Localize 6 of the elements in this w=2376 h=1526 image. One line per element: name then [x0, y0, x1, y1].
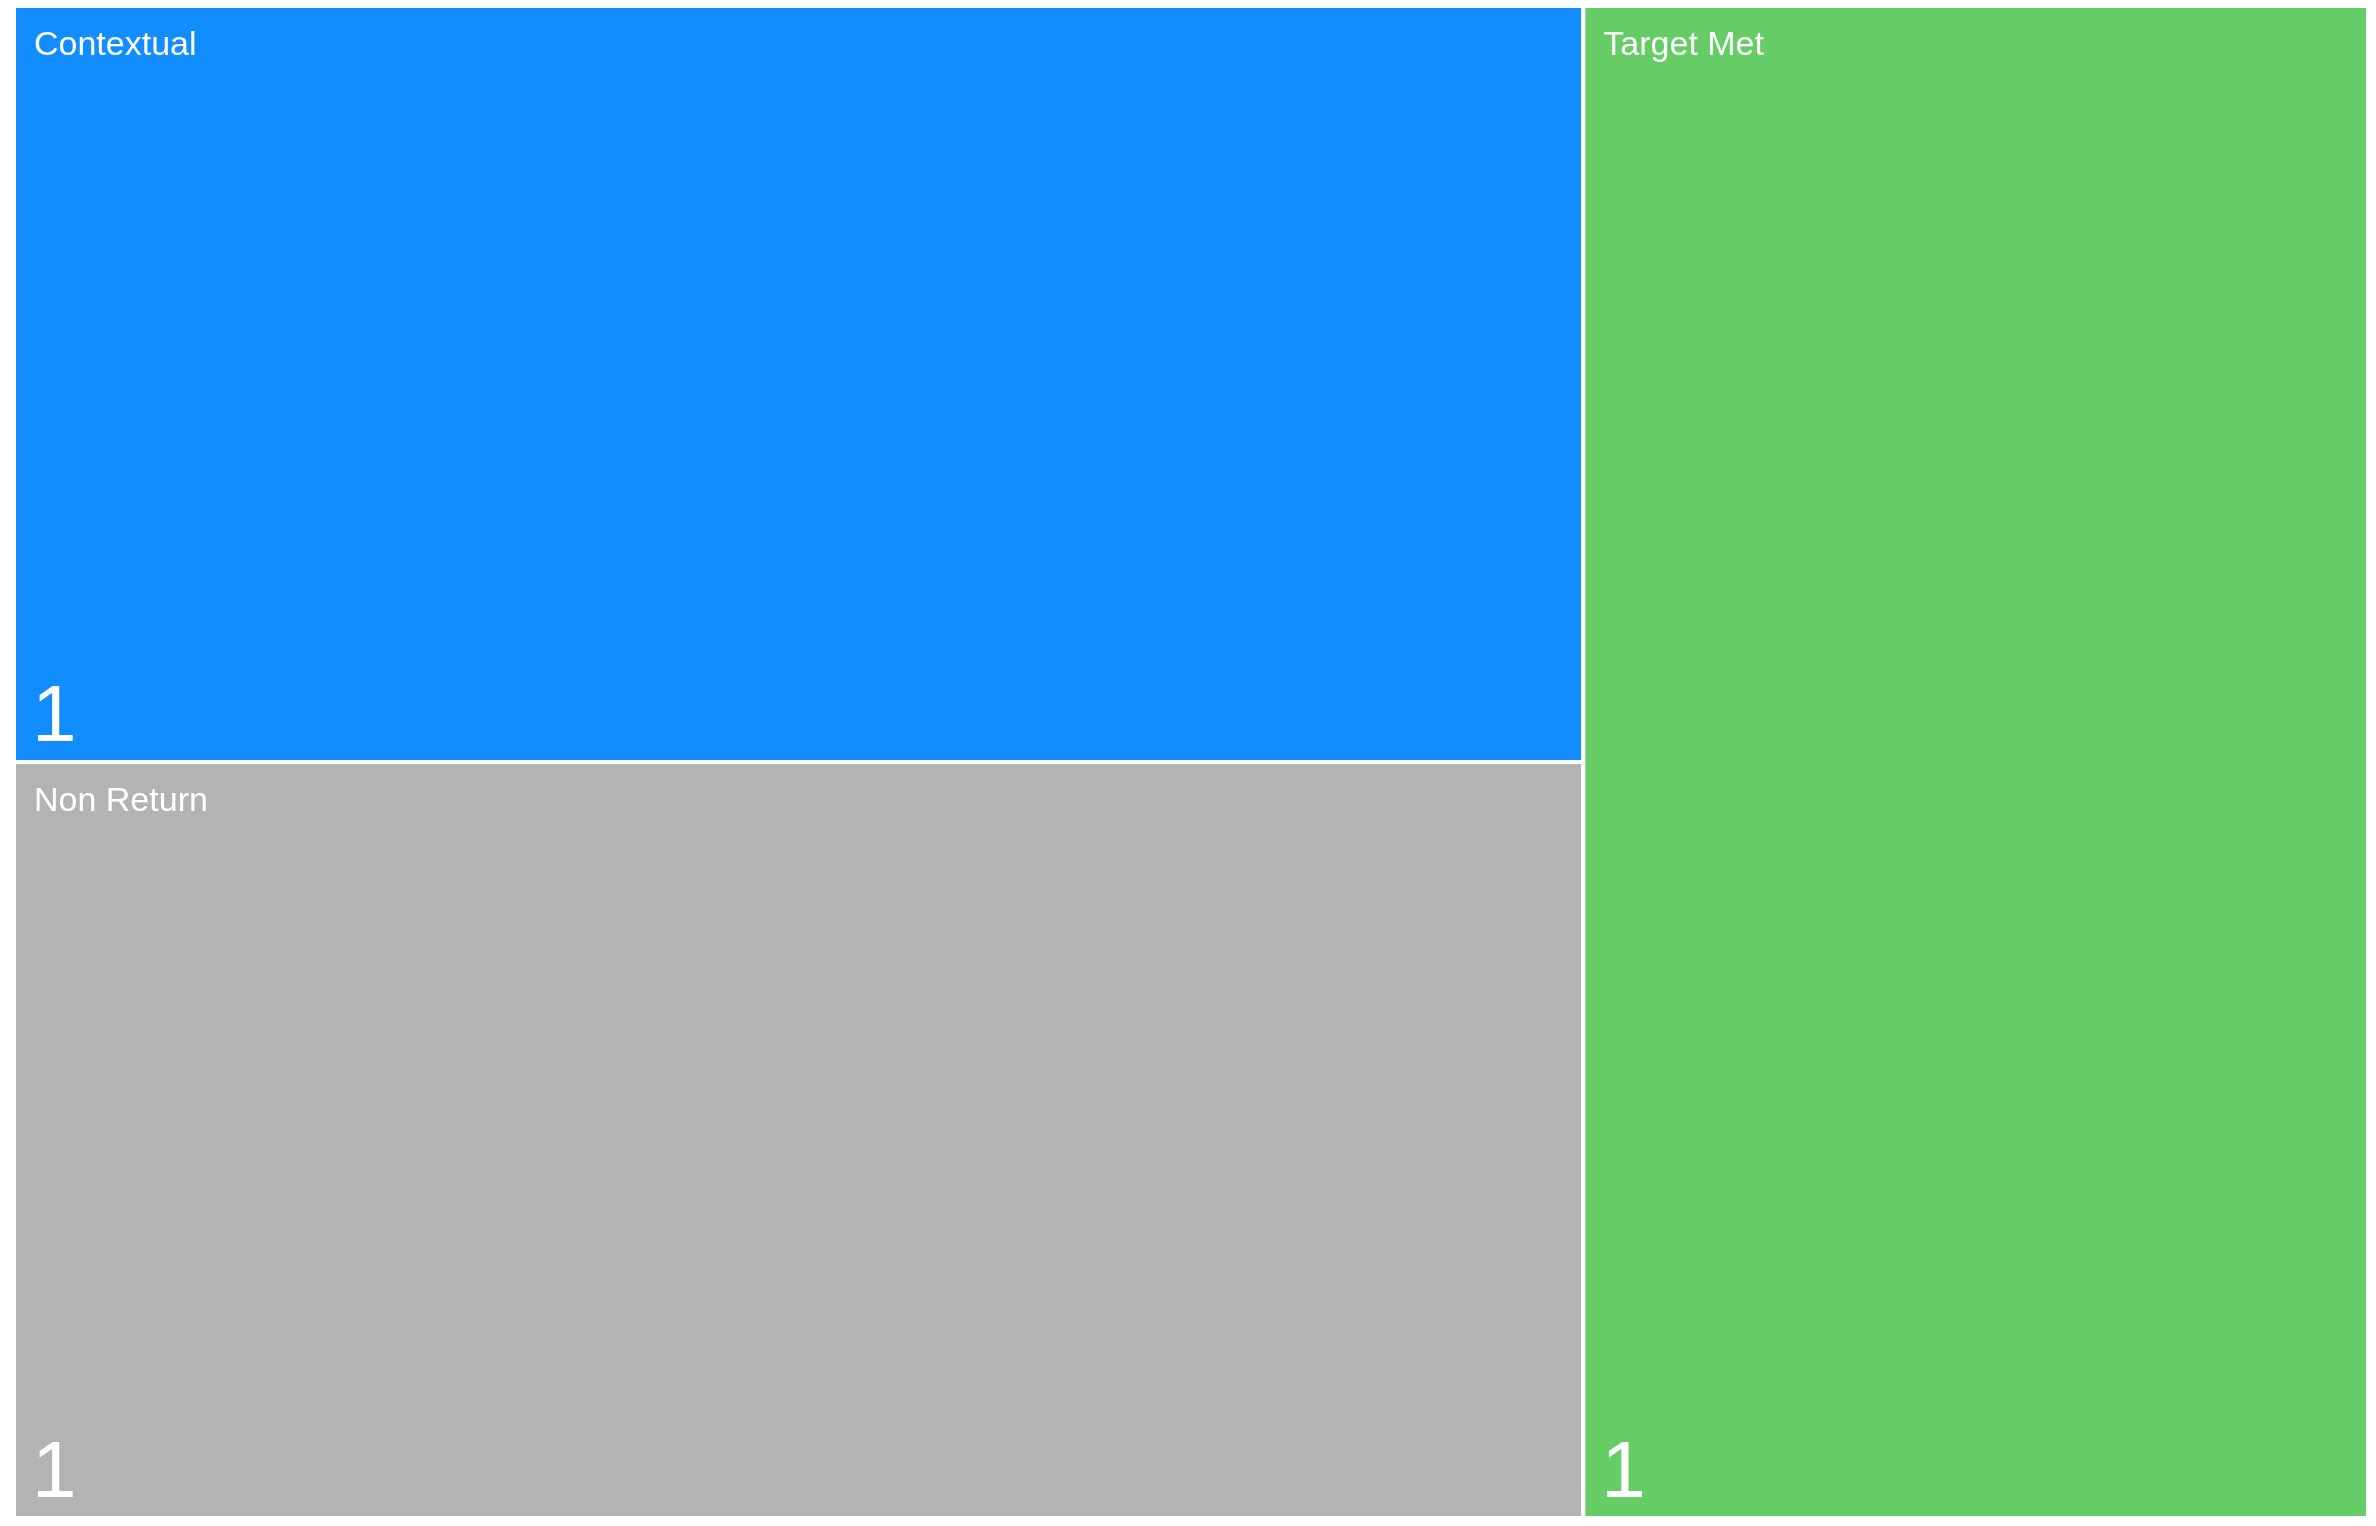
data-label: 1: [1601, 1425, 1646, 1514]
category-label: Contextual: [34, 24, 197, 62]
category-label: Non Return: [34, 780, 208, 818]
data-label: 1: [32, 669, 77, 758]
category-label: Target Met: [1603, 24, 1765, 62]
data-label: 1: [32, 1425, 77, 1514]
